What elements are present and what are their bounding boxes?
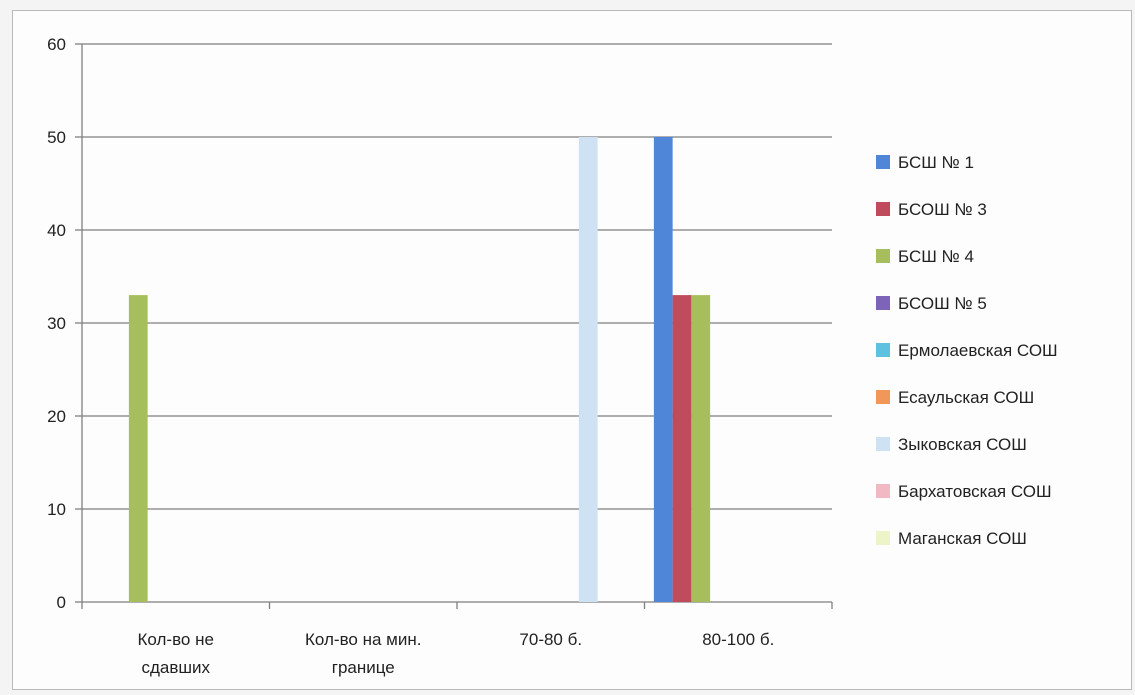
x-category-label: Кол-во не xyxy=(138,630,214,649)
chart-frame xyxy=(12,10,1132,690)
legend-label: Есаульская СОШ xyxy=(898,388,1034,407)
bars xyxy=(128,137,711,602)
legend-swatch xyxy=(876,437,890,451)
legend-swatch xyxy=(876,202,890,216)
x-category-label: Кол-во на мин. xyxy=(305,630,421,649)
y-tick-label: 60 xyxy=(47,35,66,54)
y-tick-label: 50 xyxy=(47,128,66,147)
x-category-label: сдавших xyxy=(141,658,210,677)
legend-swatch xyxy=(876,249,890,263)
legend-label: БСОШ № 5 xyxy=(898,294,987,313)
legend-swatch xyxy=(876,155,890,169)
x-axis: Кол-во не сдавших Кол-во на мин. границе 70-… xyxy=(81,601,833,677)
legend-swatch xyxy=(876,343,890,357)
legend-label: Ермолаевская СОШ xyxy=(898,341,1058,360)
legend: БСШ № 1 БСОШ № 3 БСШ № 4 БСОШ № 5 Ермолаевск… xyxy=(876,153,1058,548)
legend-label: Зыковская СОШ xyxy=(898,435,1027,454)
bar xyxy=(128,295,148,602)
legend-label: БСШ № 4 xyxy=(898,247,974,266)
bar xyxy=(672,295,692,602)
y-tick-label: 0 xyxy=(57,593,66,612)
y-axis: 0 10 20 30 40 50 60 xyxy=(47,35,83,612)
y-tick-label: 10 xyxy=(47,500,66,519)
legend-label: БСОШ № 3 xyxy=(898,200,987,219)
bar xyxy=(578,137,598,602)
legend-label: Бархатовская СОШ xyxy=(898,482,1052,501)
legend-swatch xyxy=(876,484,890,498)
legend-swatch xyxy=(876,390,890,404)
bar xyxy=(691,295,711,602)
y-tick-label: 40 xyxy=(47,221,66,240)
y-tick-label: 30 xyxy=(47,314,66,333)
legend-label: БСШ № 1 xyxy=(898,153,974,172)
x-category-label: 70-80 б. xyxy=(519,630,582,649)
legend-swatch xyxy=(876,531,890,545)
y-tick-label: 20 xyxy=(47,407,66,426)
gridlines xyxy=(82,43,832,510)
x-category-label: границе xyxy=(332,658,395,677)
x-category-label: 80-100 б. xyxy=(702,630,774,649)
bar xyxy=(653,137,673,602)
legend-swatch xyxy=(876,296,890,310)
legend-label: Маганская СОШ xyxy=(898,529,1027,548)
